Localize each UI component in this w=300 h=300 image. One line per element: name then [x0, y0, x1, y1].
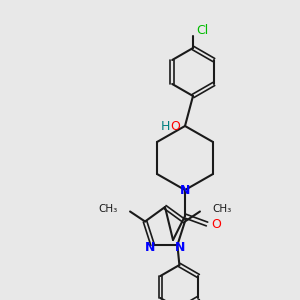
Text: N: N: [144, 241, 155, 254]
Text: Cl: Cl: [196, 23, 208, 37]
Text: H: H: [160, 119, 170, 133]
Text: N: N: [180, 184, 190, 196]
Text: O: O: [170, 119, 180, 133]
Text: N: N: [175, 241, 186, 254]
Text: O: O: [211, 218, 221, 230]
Text: CH₃: CH₃: [99, 205, 118, 214]
Text: CH₃: CH₃: [212, 205, 231, 214]
